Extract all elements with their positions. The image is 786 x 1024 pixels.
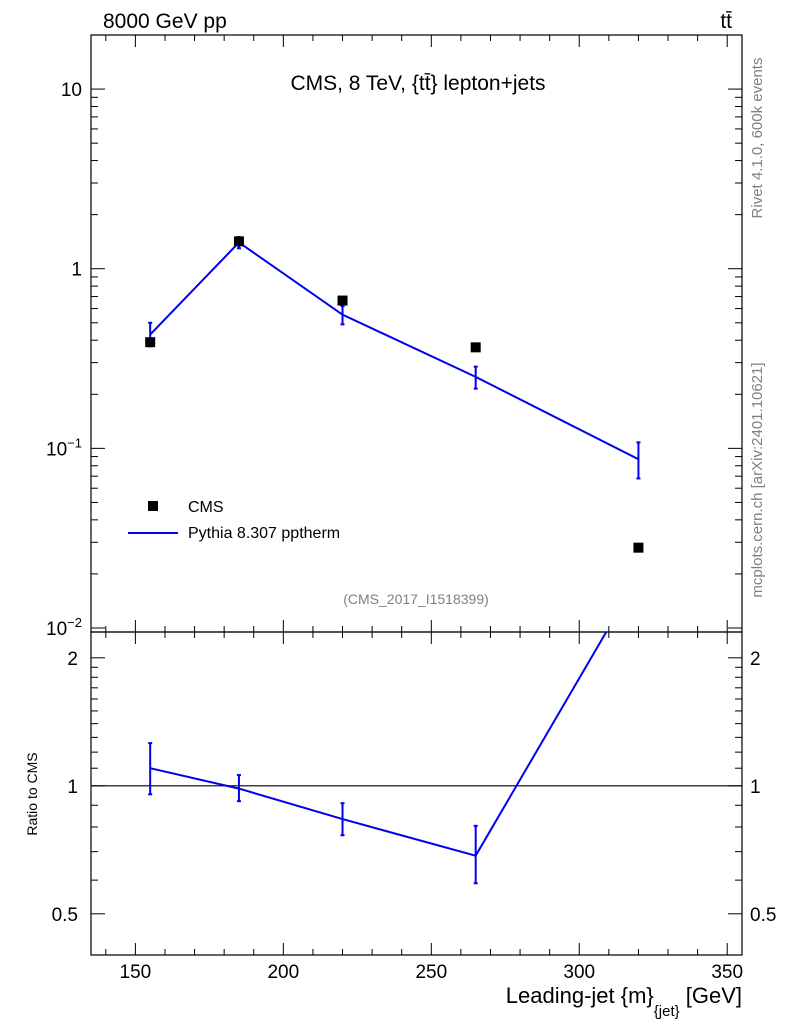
cms-data-point xyxy=(337,295,348,306)
ratio-line xyxy=(149,632,608,857)
y-tick-label: 10−1 xyxy=(46,435,82,460)
y-tick-label: 1 xyxy=(71,260,82,281)
main-axis-ticks: 10−2 10−1 1 10 xyxy=(46,34,742,640)
x-axis-label: Leading-jet {m}{jet} [GeV] xyxy=(506,983,742,1020)
ratio-y-tick-label: 1 xyxy=(67,777,78,798)
ratio-y-tick-label: 0.5 xyxy=(52,905,78,926)
legend-label-cms: CMS xyxy=(188,499,224,516)
ratio-plot-area xyxy=(91,632,742,885)
y-tick-label: 10−2 xyxy=(46,615,82,640)
cms-data-point xyxy=(145,337,156,348)
cms-data-point xyxy=(633,542,644,553)
legend-marker-cms xyxy=(148,501,158,511)
cms-data-point xyxy=(233,236,244,247)
collision-label: 8000 GeV pp xyxy=(103,10,227,33)
mcplots-label: mcplots.cern.ch [arXiv:2401.10621] xyxy=(749,362,766,597)
ratio-y-tick-label: 2 xyxy=(67,649,78,670)
x-tick-label: 150 xyxy=(120,962,152,983)
main-plot-area xyxy=(145,236,644,553)
legend: CMS Pythia 8.307 pptherm xyxy=(128,499,340,542)
analysis-id: (CMS_2017_I1518399) xyxy=(343,591,489,607)
legend-label-pythia: Pythia 8.307 pptherm xyxy=(188,525,340,542)
pythia-line xyxy=(149,241,639,461)
cms-data-point xyxy=(470,342,481,353)
x-tick-label: 350 xyxy=(711,962,743,983)
main-title: CMS, 8 TeV, {tt̄} lepton+jets xyxy=(290,72,545,95)
ratio-y-axis-label: Ratio to CMS xyxy=(24,752,40,835)
ratio-y-tick-label-right: 1 xyxy=(750,777,761,798)
ratio-axis-ticks: 150 200 250 300 350 0.5 0.5 1 1 2 2 xyxy=(52,632,776,983)
ratio-panel-frame xyxy=(90,631,743,956)
x-tick-label: 200 xyxy=(267,962,299,983)
ratio-y-tick-label-right: 0.5 xyxy=(750,905,776,926)
rivet-version-label: Rivet 4.1.0, 600k events xyxy=(749,58,766,219)
ratio-y-tick-label-right: 2 xyxy=(750,649,761,670)
y-tick-label: 10 xyxy=(61,80,82,101)
x-tick-label: 250 xyxy=(415,962,447,983)
process-label: tt̄ xyxy=(720,10,732,33)
x-tick-label: 300 xyxy=(563,962,595,983)
main-panel-frame xyxy=(90,34,743,633)
